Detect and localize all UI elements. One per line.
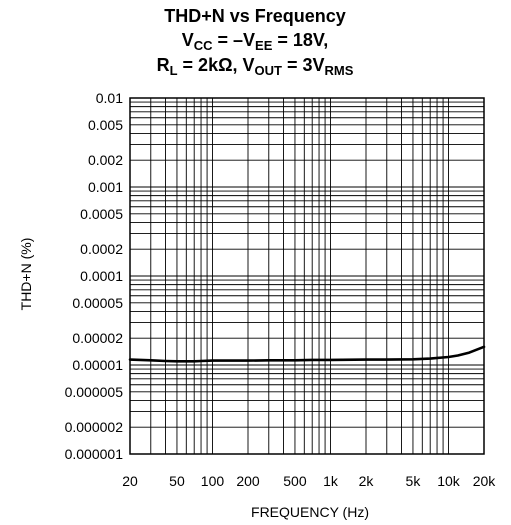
y-tick-label: 0.000005 xyxy=(65,384,124,400)
y-tick-label: 0.00002 xyxy=(72,330,123,346)
y-tick-label: 0.0001 xyxy=(80,268,123,284)
y-tick-label: 0.00001 xyxy=(72,357,123,373)
chart-title-line-2: VCC = –VEE = 18V, xyxy=(182,30,329,53)
plot-grid xyxy=(129,97,485,455)
x-tick-label: 5k xyxy=(406,473,422,489)
x-tick-label: 2k xyxy=(359,473,375,489)
chart-title-line-3: RL = 2kΩ, VOUT = 3VRMS xyxy=(157,55,354,78)
y-axis-label: THD+N (%) xyxy=(18,238,34,311)
chart-title-line-1: THD+N vs Frequency xyxy=(164,6,346,26)
x-tick-label: 20k xyxy=(473,473,497,489)
x-tick-labels: 20 50 100 200 500 1k 2k 5k 10k 20k xyxy=(122,473,496,489)
y-tick-labels: 0.01 0.005 0.002 0.001 0.0005 0.0002 0.0001 0.0… xyxy=(65,90,124,462)
y-tick-label: 0.000002 xyxy=(65,419,124,435)
series-line-thdn xyxy=(128,345,486,363)
y-tick-label: 0.002 xyxy=(88,152,123,168)
chart-title: THD+N vs Frequency VCC = –VEE = 18V, RL … xyxy=(157,6,354,78)
x-tick-label: 500 xyxy=(283,473,307,489)
y-tick-label: 0.001 xyxy=(88,179,123,195)
y-tick-label: 0.0005 xyxy=(80,206,123,222)
y-tick-label: 0.0002 xyxy=(80,241,123,257)
y-tick-label: 0.01 xyxy=(96,90,123,106)
y-tick-label: 0.000001 xyxy=(65,446,124,462)
x-axis-label: FREQUENCY (Hz) xyxy=(251,504,369,520)
plot-frame xyxy=(129,97,485,455)
series-layer xyxy=(128,345,486,363)
x-tick-label: 100 xyxy=(201,473,225,489)
x-tick-label: 50 xyxy=(169,473,185,489)
x-tick-label: 20 xyxy=(122,473,138,489)
x-tick-label: 10k xyxy=(437,473,461,489)
x-tick-label: 200 xyxy=(236,473,260,489)
y-tick-label: 0.005 xyxy=(88,117,123,133)
x-tick-label: 1k xyxy=(323,473,339,489)
y-tick-label: 0.00005 xyxy=(72,295,123,311)
